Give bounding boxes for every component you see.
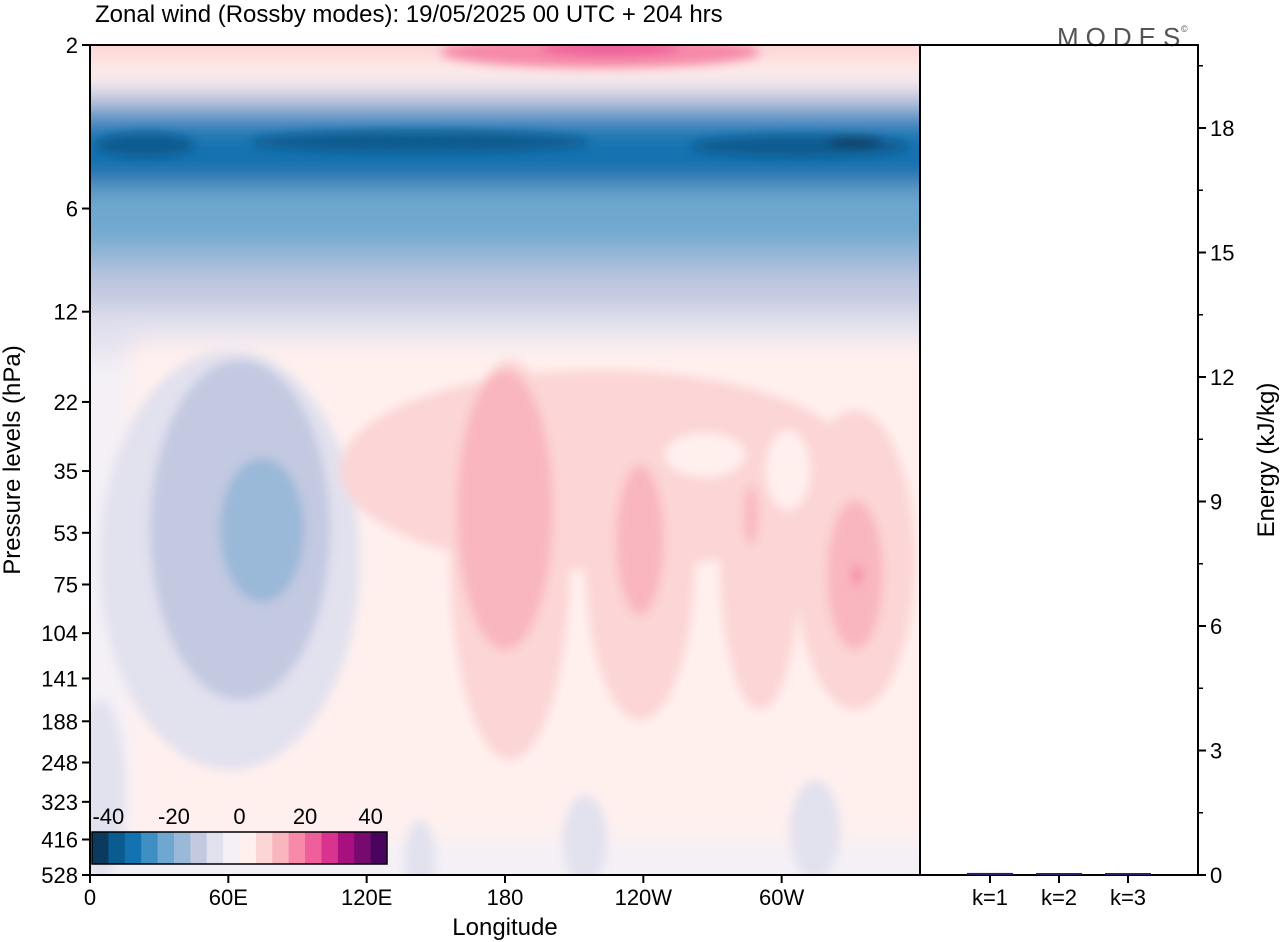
band-shoulder-pale [90,272,920,312]
longitude-tick-label: 60E [209,885,248,910]
top-westerly-peak [440,45,760,68]
longitude-tick-label: 120E [341,885,392,910]
band-jet-upper [90,108,920,130]
longitude-tick-label: 180 [487,885,524,910]
energy-axis-label: Energy (kJ/kg) [1253,383,1280,538]
chart-title: Zonal wind (Rossby modes): 19/05/2025 00… [95,1,723,28]
pink-core-150w [616,465,664,615]
colorbar-swatch [206,832,224,864]
energy-category-label: k=3 [1110,885,1146,910]
logo-copyright-mark: © [1181,24,1188,34]
colorbar-swatch [190,832,208,864]
pressure-tick-label: 141 [41,666,78,691]
energy-bar [1036,873,1082,875]
energy-bars: k=1 k=2 k=3 [967,872,1151,910]
energy-tick-label: 12 [1210,365,1234,390]
colorbar-tick-label: -20 [158,804,190,829]
pressure-tick-label: 35 [54,459,78,484]
band-transition [90,88,920,110]
colorbar-swatch [141,832,159,864]
colorbar-swatch [157,832,175,864]
energy-panel: 0 3 6 9 12 15 18 k=1 k=2 k=3 Energy (kJ/kg) [919,44,1280,910]
energy-bar [1105,873,1151,875]
pressure-axis: 2 6 12 22 35 53 75 104 141 188 248 323 416 528 [41,33,90,888]
energy-tick-label: 9 [1210,490,1222,515]
top-westerly-core [540,45,680,56]
colorbar-swatch [370,832,388,864]
pressure-tick-label: 323 [41,790,78,815]
jet-core-east [690,135,910,157]
colorbar-swatch [272,832,290,864]
pressure-tick-label: 12 [54,300,78,325]
pale-hole-2 [766,430,810,510]
colorbar-swatch [124,832,142,864]
band-jet-lower [90,186,920,246]
colorbar-swatch [288,832,306,864]
pink-core-80w [744,485,758,545]
pale-hole [665,433,745,477]
colorbar-swatch [239,832,257,864]
pressure-tick-label: 53 [54,521,78,546]
longitude-tick-label: 60W [759,885,804,910]
colorbar-swatch [321,832,339,864]
blob-features [90,45,915,875]
modes-logo: MODES [1057,22,1187,52]
band-shoulder [90,244,920,274]
west-cell-core [220,458,304,602]
energy-tick-label: 18 [1210,116,1234,141]
colorbar-tick-label: -40 [92,804,124,829]
energy-category-label: k=1 [972,885,1008,910]
heatmap-panel: 2 6 12 22 35 53 75 104 141 188 248 323 416 528 0 60E 12… [0,33,921,941]
pressure-tick-label: 2 [66,33,78,58]
colorbar-swatch [173,832,191,864]
colorbar-tick-label: 20 [293,804,317,829]
energy-tick-label: 6 [1210,614,1222,639]
longitude-tick-label: 120W [615,885,673,910]
colorbar-swatch [92,832,109,864]
pressure-tick-label: 416 [41,828,78,853]
energy-axis: 0 3 6 9 12 15 18 [1198,65,1234,888]
lower-lavender-2 [563,795,607,875]
band-top-pale [90,62,920,90]
jet-peak [827,137,883,147]
pressure-tick-label: 104 [41,621,78,646]
energy-frame [919,44,1199,876]
energy-tick-label: 0 [1210,863,1222,888]
lower-lavender-1 [405,820,435,875]
pressure-tick-label: 528 [41,863,78,888]
colorbar: -40 -20 0 20 40 [91,804,388,865]
colorbar-swatch [337,832,355,864]
energy-tick-label: 15 [1210,241,1234,266]
colorbar-tick-label: 0 [233,804,245,829]
energy-tick-label: 3 [1210,739,1222,764]
pink-peak-east [852,565,862,585]
lower-lavender-3 [790,780,840,875]
pressure-tick-label: 22 [54,390,78,415]
pressure-tick-label: 75 [54,572,78,597]
pressure-tick-label: 6 [66,197,78,222]
colorbar-swatch [108,832,126,864]
heatmap-field [90,45,920,875]
colorbar-swatch [305,832,322,864]
colorbar-swatch [354,832,372,864]
energy-bar [967,872,1013,875]
colorbar-tick-label: 40 [358,804,382,829]
longitude-tick-label: 0 [84,885,96,910]
colorbar-frame [91,831,388,865]
pressure-tick-label: 248 [41,751,78,776]
colorbar-swatch [255,832,273,864]
x-axis-label: Longitude [452,914,557,941]
jet-core-center [250,131,590,153]
longitude-axis: 0 60E 120E 180 120W 60W [84,875,805,910]
jet-core-west [95,133,195,157]
pressure-tick-label: 188 [41,709,78,734]
energy-category-label: k=2 [1041,885,1077,910]
y-axis-label: Pressure levels (hPa) [0,345,26,574]
pink-core-180 [457,370,553,650]
colorbar-swatch [223,832,240,864]
